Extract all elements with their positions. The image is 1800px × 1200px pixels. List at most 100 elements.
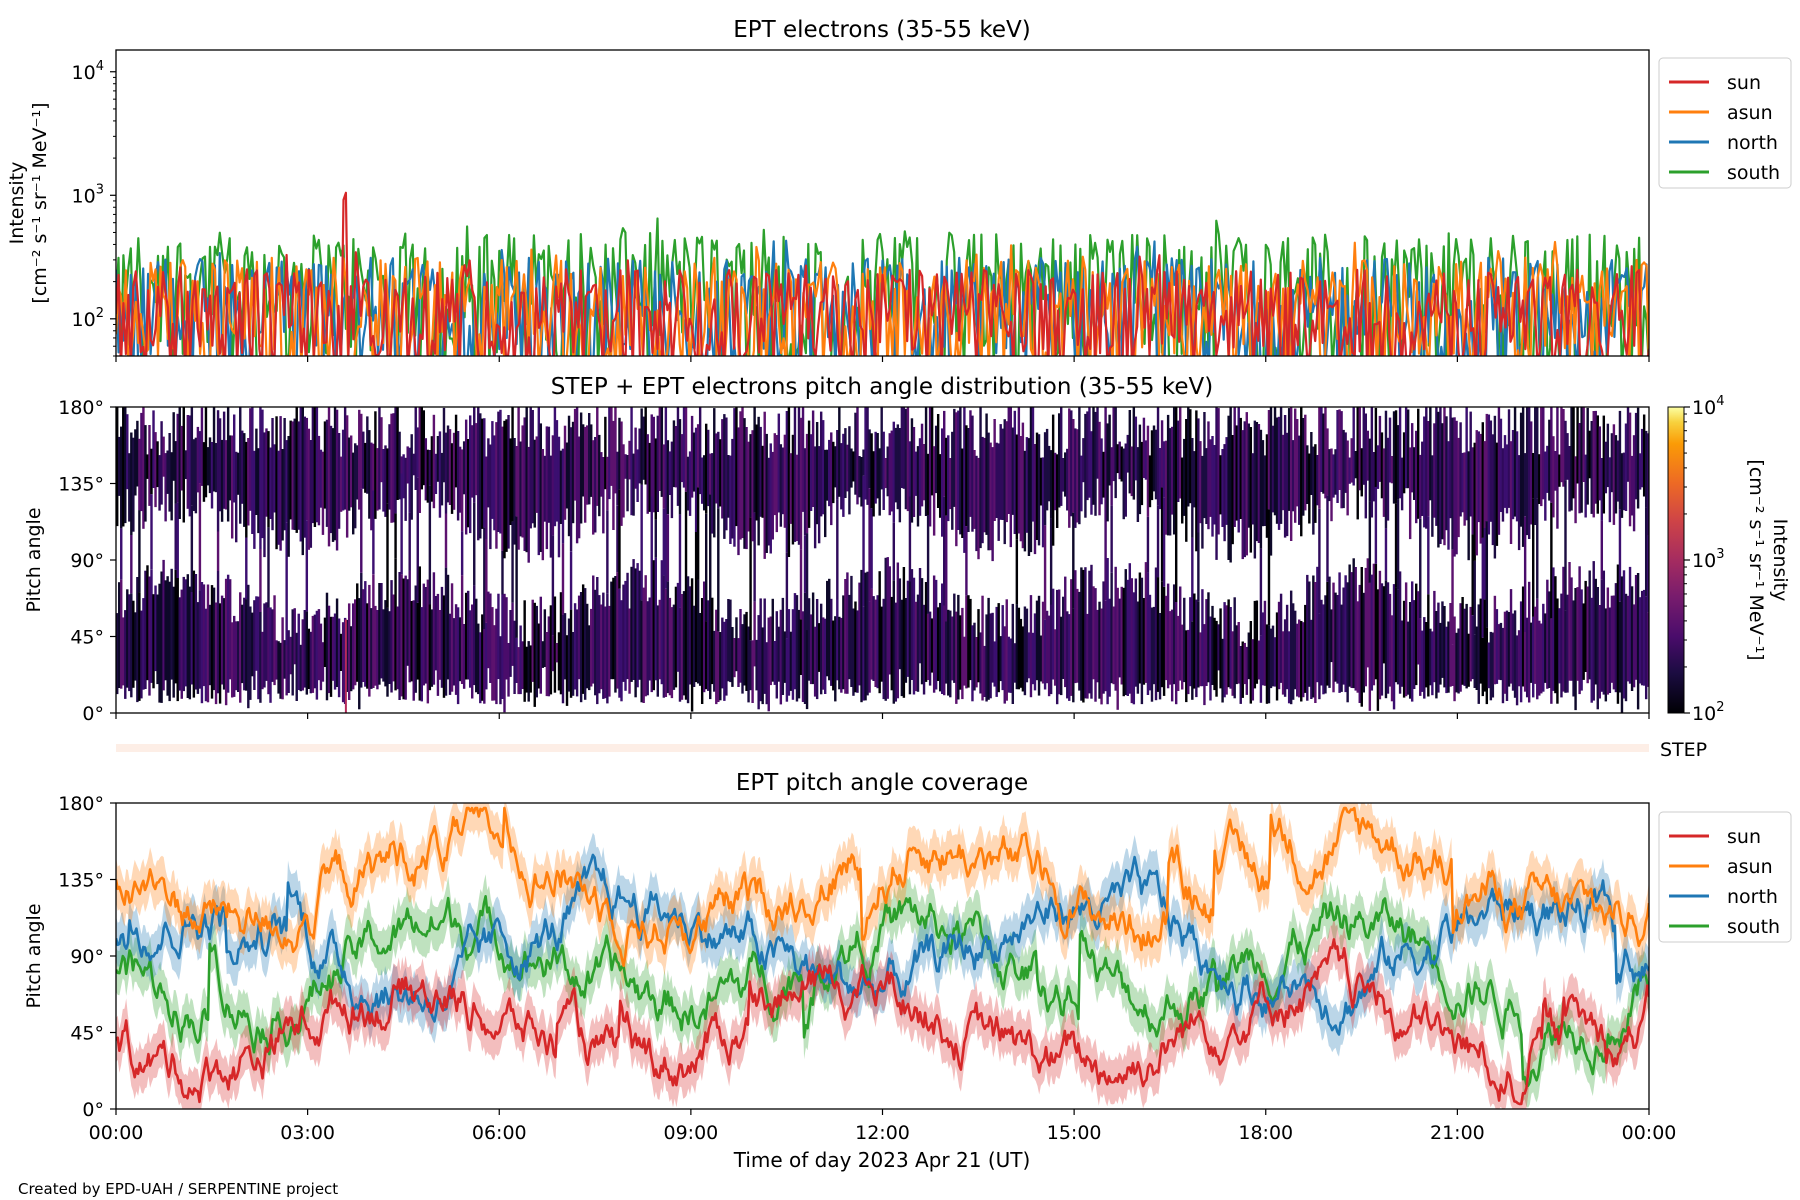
heatmap-cell [499, 409, 502, 534]
heatmap-cell [1136, 447, 1140, 522]
heatmap-cell [329, 616, 333, 697]
heatmap-cell [737, 638, 740, 687]
heatmap-cell [1564, 420, 1567, 480]
heatmap-cell [374, 605, 377, 686]
heatmap-cell [787, 609, 791, 696]
heatmap-cell [938, 454, 942, 518]
heatmap-cell [404, 575, 407, 700]
heatmap-cell [364, 581, 367, 687]
heatmap-cell [1019, 618, 1023, 688]
heatmap-cell [666, 440, 670, 515]
heatmap-cell [281, 449, 284, 541]
heatmap-cell [779, 609, 783, 705]
heatmap-cell [162, 436, 165, 477]
heatmap-cell [1221, 638, 1224, 703]
heatmap-cell [360, 488, 363, 573]
heatmap-cell [464, 419, 468, 535]
heatmap-cell [1013, 410, 1017, 534]
heatmap-cell [709, 453, 712, 495]
heatmap-cell [1568, 562, 1571, 681]
heatmap-cell [1263, 455, 1267, 526]
heatmap-cell [890, 596, 893, 691]
heatmap-cell [1495, 442, 1499, 546]
heatmap-cell [186, 415, 190, 509]
heatmap-cell [1316, 566, 1319, 683]
heatmap-cell [295, 407, 298, 533]
heatmap-cell [731, 627, 734, 687]
heatmap-cell [1366, 558, 1370, 668]
heatmap-cell [309, 631, 313, 694]
heatmap-cell [1100, 438, 1103, 505]
heatmap-cell [947, 609, 950, 696]
heatmap-cell [1550, 407, 1553, 503]
heatmap-cell [626, 455, 629, 512]
heatmap-cell [438, 610, 442, 680]
heatmap-cell [543, 455, 547, 522]
heatmap-cell [329, 425, 333, 534]
heatmap-cell [1636, 573, 1640, 710]
heatmap-cell [208, 604, 212, 686]
heatmap-cell [1328, 449, 1331, 502]
heatmap-cell [444, 432, 448, 514]
heatmap-cell [698, 407, 702, 495]
heatmap-cell [1164, 595, 1168, 681]
heatmap-cell [765, 642, 768, 705]
heatmap-cell [771, 451, 774, 540]
heatmap-cell [575, 407, 579, 544]
heatmap-cell [819, 411, 823, 517]
heatmap-cell [1519, 601, 1523, 703]
heatmap-cell [432, 572, 436, 685]
heatmap-cell [803, 592, 807, 704]
heatmap-cell [230, 435, 234, 539]
heatmap-cell [1459, 603, 1462, 692]
heatmap-cell [789, 453, 793, 524]
heatmap-cell [1582, 603, 1585, 680]
heatmap-cell [523, 600, 526, 702]
heatmap-cell [1027, 632, 1031, 679]
heatmap-cell [1160, 581, 1164, 688]
heatmap-cell [1211, 605, 1214, 685]
heatmap-cell [1344, 575, 1347, 693]
heatmap-cell [864, 572, 867, 701]
heatmap-cell [1618, 410, 1622, 510]
heatmap-cell [977, 457, 980, 560]
heatmap-cell [707, 600, 710, 691]
heatmap-cell [1289, 590, 1293, 705]
heatmap-cell [1072, 512, 1075, 609]
heatmap-cell [842, 595, 845, 690]
heatmap-cell [1047, 445, 1051, 502]
heatmap-cell [684, 407, 688, 492]
heatmap-cell [222, 598, 226, 690]
heatmap-cell [813, 446, 817, 549]
heatmap-cell [1237, 407, 1240, 533]
heatmap-cell [973, 450, 976, 529]
heatmap-cell [446, 425, 450, 503]
heatmap-cell [309, 440, 313, 548]
heatmap-cell [1538, 454, 1541, 504]
heatmap-cell [1318, 508, 1321, 614]
heatmap-cell [1102, 451, 1105, 498]
heatmap-cell [1086, 613, 1089, 699]
heatmap-cell [1636, 407, 1640, 509]
heatmap-cell [259, 549, 262, 612]
heatmap-cell [426, 579, 430, 704]
heatmap-cell [408, 447, 411, 513]
panel1-legend-label-sun: sun [1727, 72, 1761, 94]
heatmap-cell [628, 440, 631, 480]
heatmap-cell [1072, 419, 1075, 513]
heatmap-cell [834, 446, 837, 488]
heatmap-cell [1122, 587, 1125, 697]
heatmap-cell [644, 575, 647, 697]
heatmap-cell [826, 449, 829, 501]
heatmap-cell [1296, 419, 1299, 507]
heatmap-cell [854, 601, 857, 693]
heatmap-cell [868, 601, 871, 693]
heatmap-cell [733, 408, 736, 547]
heatmap-cell [1247, 632, 1251, 680]
heatmap-cell [471, 425, 474, 498]
heatmap-cell [1350, 438, 1353, 483]
heatmap-cell [735, 407, 738, 527]
heatmap-cell [692, 432, 696, 492]
heatmap-cell [1130, 578, 1134, 704]
heatmap-cell [406, 446, 409, 484]
